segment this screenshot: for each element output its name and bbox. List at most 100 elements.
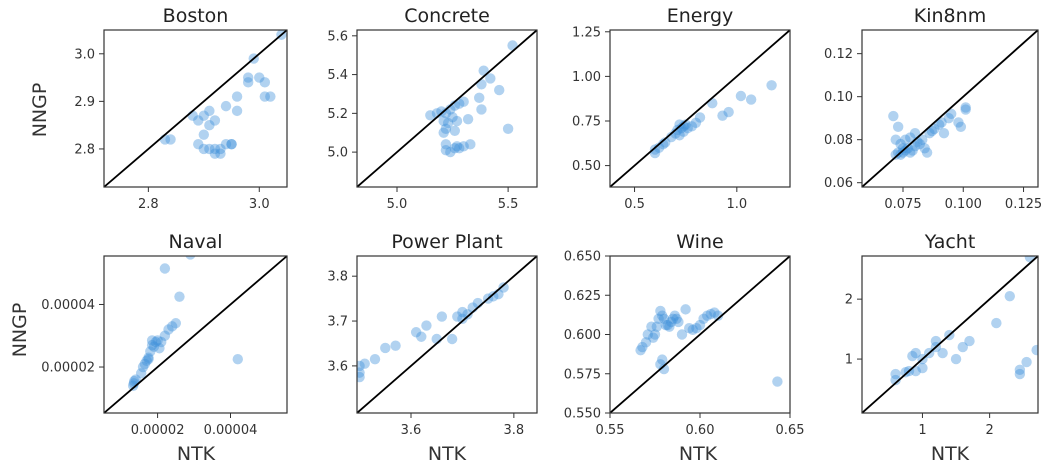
scatter-point [917,134,928,145]
scatter-point [198,129,210,140]
scatter-point [926,125,938,137]
scatter-point [145,346,156,357]
panel-title: Power Plant [391,231,502,253]
scatter-point [215,148,226,159]
scatter-point [357,360,365,372]
scatter-point [890,374,901,386]
scatter-point [416,331,427,342]
y-tick-label: 1.00 [572,70,601,85]
scatter-point [204,105,215,117]
scatter-point [254,72,265,83]
scatter-point [226,138,237,150]
scatter-point [502,123,514,135]
scatter-point [165,134,176,145]
x-tick-label: 3.8 [504,423,525,438]
scatter-point [712,310,724,321]
scatter-point [462,113,474,125]
scatter-point [897,143,909,154]
scatter-point [909,140,921,152]
scatter-point [410,327,422,338]
scatter-point [892,121,904,132]
scatter-point [476,104,487,115]
scatter-point [950,353,962,365]
scatter-point [676,329,688,340]
panel-boston: Boston 2.8 3.0 2.8 2.9 3.0 [74,5,288,212]
scatter-point [209,115,221,126]
y-tick-label: 3.7 [327,315,348,330]
scatter-point [658,363,670,375]
scatter-point [938,128,950,139]
scatter-point [1014,364,1026,376]
scatter-point [946,108,957,120]
y-tick-label: 1 [845,353,853,368]
panel-title: Yacht [924,231,976,253]
axes-frame [103,29,288,188]
y-tick-label: 0.75 [572,114,601,129]
scatter-point [914,138,926,150]
identity-line [610,256,790,413]
scatter-point [953,117,964,128]
scatter-point [139,358,151,370]
scatter-point [888,110,899,122]
scatter-point [359,358,370,369]
scatter-point [156,336,167,348]
scatter-point [957,341,968,353]
scatter-point [185,256,196,260]
scatter-point [198,110,210,121]
panel-naval: Naval 0.00002 0.00004 0.00002 0.00004 [41,231,288,438]
scatter-point [446,333,458,345]
scatter-point [150,336,161,348]
scatter-point [141,355,152,366]
panel-power-plant: Power Plant 3.6 3.8 3.6 3.7 3.8 [327,231,538,438]
scatter-point [955,121,967,132]
scatter-point [462,309,473,320]
scatter-point [937,347,948,359]
xlabel-1: NTK [177,443,216,465]
scatter-point [745,94,757,105]
scatter-point [655,305,666,317]
scatter-point [895,138,906,150]
scatter-point [895,149,906,160]
y-tick-label: 0.08 [824,133,853,148]
scatter-point [193,138,204,150]
x-tick-label: 2 [985,423,993,438]
scatter-point [669,310,680,321]
scatter-point [723,106,734,118]
scatter-point [440,123,452,135]
scatter-point [707,97,718,109]
identity-line [104,256,287,413]
scatter-point [425,110,436,121]
y-tick-label: 0.10 [824,90,853,105]
scatter-point [678,126,689,137]
xlabel-2: NTK [428,443,467,465]
y-tick-label: 1.25 [572,25,601,40]
x-tick-label: 0.65 [776,423,805,438]
y-tick-label: 0.00002 [41,361,95,376]
scatter-point [933,119,945,130]
scatter-point [676,122,687,134]
scatter-point [907,145,918,156]
xlabel-4: NTK [931,443,970,465]
scatter-point [674,130,685,141]
scatter-point [905,132,916,143]
scatter-point [653,313,664,324]
scatter-point [436,311,448,322]
scatter-point [148,341,160,352]
scatter-point [220,138,232,150]
scatter-point [440,139,452,150]
scatter-point [445,146,456,158]
scatter-point [924,128,935,139]
y-tick-label: 2 [845,293,853,308]
x-tick-label: 0.075 [884,197,921,212]
y-tick-label: 5.2 [327,107,348,122]
scatter-point [646,321,657,332]
x-tick-label: 3.0 [249,197,270,212]
scatter-point [635,345,646,356]
scatter-point [666,131,677,143]
x-tick-label: 0.125 [1005,197,1042,212]
scatter-point [929,123,940,135]
scatter-point [919,143,930,154]
y-tick-label: 0.600 [564,328,601,343]
scatter-point [209,143,221,155]
scatter-point [154,343,165,354]
